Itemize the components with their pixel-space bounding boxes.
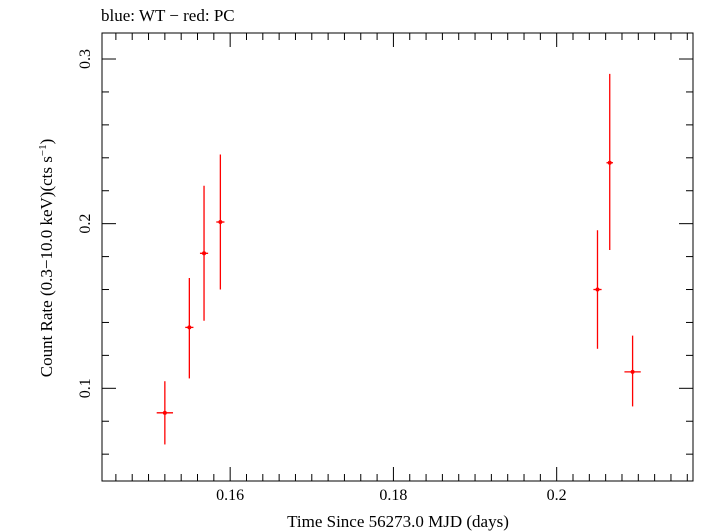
y-tick-label: 0.3 bbox=[77, 49, 94, 69]
data-point bbox=[593, 230, 602, 349]
data-point bbox=[606, 73, 614, 251]
chart-title: blue: WT − red: PC bbox=[101, 6, 235, 25]
data-point bbox=[185, 277, 194, 379]
data-point bbox=[156, 381, 174, 445]
point-marker bbox=[218, 220, 223, 225]
data-point bbox=[216, 154, 225, 290]
y-axis-label-superscript: −1 bbox=[37, 144, 49, 156]
point-marker bbox=[162, 410, 167, 415]
point-marker bbox=[187, 325, 192, 330]
y-tick-label: 0.2 bbox=[77, 214, 94, 234]
point-marker bbox=[202, 251, 207, 256]
y-axis-label-main: Count Rate (0.3−10.0 keV)(cts s bbox=[37, 156, 56, 377]
x-axis-label: Time Since 56273.0 MJD (days) bbox=[287, 512, 509, 531]
y-tick-label: 0.1 bbox=[77, 378, 94, 398]
point-marker bbox=[595, 287, 600, 292]
y-axis-label-close: ) bbox=[37, 139, 56, 145]
data-point bbox=[624, 335, 641, 407]
tick-labels: 0.16 0.18 0.2 0.1 0.2 0.3 bbox=[77, 49, 567, 504]
x-tick-label: 0.18 bbox=[379, 487, 407, 504]
point-marker bbox=[630, 369, 635, 374]
y-axis-label: Count Rate (0.3−10.0 keV)(cts s−1) bbox=[37, 139, 56, 378]
axis-ticks bbox=[102, 33, 693, 481]
point-marker bbox=[607, 160, 612, 165]
data-points bbox=[156, 73, 641, 445]
x-tick-label: 0.2 bbox=[547, 487, 567, 504]
plot-frame bbox=[101, 32, 694, 482]
data-point bbox=[199, 185, 209, 321]
x-tick-label: 0.16 bbox=[216, 487, 244, 504]
